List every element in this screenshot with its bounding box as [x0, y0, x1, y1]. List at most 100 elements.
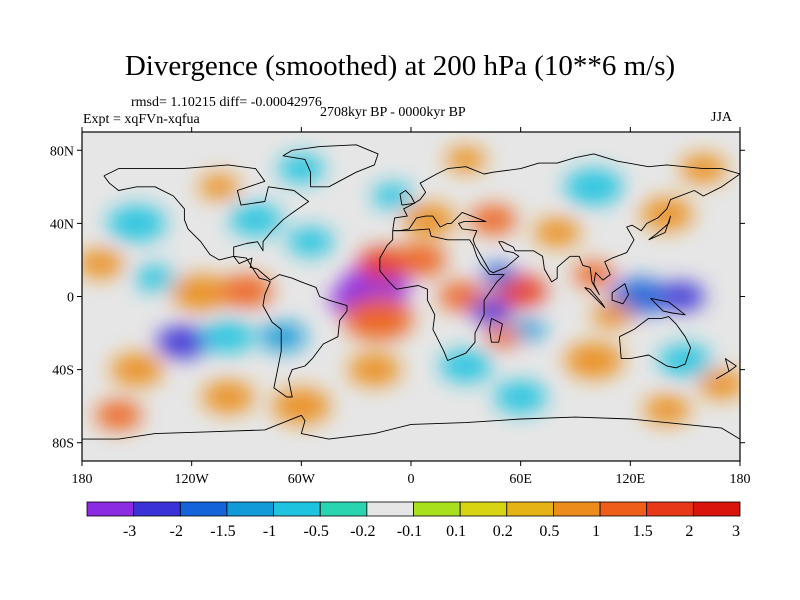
coastline-2: [379, 228, 505, 361]
field-anomaly-19: [156, 325, 209, 359]
field-anomaly-18: [134, 265, 176, 292]
colorbar-swatch-9: [506, 501, 554, 517]
field-anomaly-23: [287, 227, 334, 257]
colorbar-swatch-0: [86, 501, 135, 517]
x-tick-label-1: 120W: [175, 472, 210, 487]
colorbar-label-11: 1.5: [633, 523, 653, 540]
coastline-9: [648, 215, 671, 241]
colorbar-swatch-13: [692, 501, 741, 517]
x-tick-label-0: 180: [72, 472, 93, 487]
map-area: [82, 132, 740, 461]
field-anomaly-5: [343, 296, 414, 341]
coastline-11: [715, 358, 737, 380]
field-anomaly-44: [95, 400, 142, 430]
colorbar-label-4: -0.5: [304, 523, 329, 540]
experiment-label: Expt = xqFVn-xqfua: [83, 112, 200, 127]
colorbar-swatch-1: [133, 501, 181, 517]
colorbar-swatch-10: [553, 501, 601, 517]
colorbar-swatch-11: [599, 501, 648, 517]
field-anomaly-14: [591, 301, 633, 328]
colorbar-label-2: -1.5: [210, 523, 235, 540]
field-anomaly-31: [640, 197, 694, 231]
colorbar-swatch-2: [179, 501, 228, 517]
field-anomaly-3: [393, 243, 447, 277]
coastline-7: [650, 297, 686, 316]
colorbar-label-13: 3: [732, 523, 740, 540]
coastline-0: [103, 164, 348, 398]
field-anomaly-36: [348, 353, 401, 387]
field-anomaly-4: [438, 281, 486, 312]
coastline-5: [584, 286, 606, 308]
field-anomaly-21: [201, 320, 255, 354]
field-anomaly-45: [698, 369, 740, 399]
field-anomaly-16: [171, 274, 231, 312]
colorbar-label-5: -0.2: [350, 523, 375, 540]
field-anomaly-12: [658, 281, 705, 312]
colorbar-swatch-3: [226, 501, 274, 517]
y-tick-label-1: 40N: [50, 217, 74, 232]
coastline-3: [392, 153, 740, 296]
y-axis: 80N 40N 0 40S 80S: [50, 144, 745, 452]
field-anomaly-8: [470, 298, 512, 324]
colorbar-label-10: 1: [592, 523, 600, 540]
colorbar-label-9: 0.5: [539, 523, 559, 540]
colorbar-label-3: -1: [263, 523, 276, 540]
x-tick-label-6: 180: [730, 472, 751, 487]
colorbar-label-8: 0.2: [493, 523, 513, 540]
y-tick-label-0: 80N: [50, 144, 74, 159]
y-tick-label-4: 80S: [52, 437, 74, 452]
x-tick-label-2: 60W: [288, 472, 316, 487]
field-anomaly-34: [445, 146, 487, 173]
field-anomaly-25: [198, 174, 240, 200]
field-anomaly-26: [277, 153, 325, 184]
coastline-4: [618, 316, 692, 369]
y-tick-label-3: 40S: [52, 364, 74, 379]
coastlines: [82, 144, 740, 440]
plot-title: Divergence (smoothed) at 200 hPa (10**6 …: [124, 50, 676, 82]
colorbar-label-0: -3: [123, 523, 136, 540]
stats-label: rmsd= 1.10215 diff= -0.00042976: [131, 95, 322, 110]
field-anomaly-30: [533, 217, 581, 248]
y-tick-label-2: 0: [67, 291, 74, 306]
field-anomaly-24: [107, 205, 167, 242]
x-tick-label-5: 120E: [616, 472, 646, 487]
field-anomaly-42: [494, 380, 547, 414]
colorbar-label-1: -2: [170, 523, 183, 540]
coastline-6: [611, 283, 629, 305]
colorbar-label-7: 0.1: [446, 523, 466, 540]
coastline-12: [82, 414, 740, 440]
x-tick-label-4: 60E: [509, 472, 532, 487]
colorbar-swatch-8: [459, 501, 508, 517]
coastline-8: [489, 317, 503, 343]
field-anomaly-39: [658, 344, 712, 377]
colorbar: -3 -2 -1.5 -1 -0.5 -0.2 -0.1 0.1 0.2 0.5 1 1.5 2 3: [86, 501, 741, 540]
x-tick-label-3: 0: [408, 472, 415, 487]
coastline-1: [282, 144, 379, 188]
colorbar-swatch-7: [413, 501, 461, 517]
colorbar-swatch-12: [646, 501, 694, 517]
field-anomaly-38: [564, 342, 624, 379]
period-label: 2708kyr BP - 0000kyr BP: [320, 105, 466, 120]
colorbar-swatch-4: [273, 501, 321, 517]
field-anomaly-28: [372, 183, 414, 209]
field-anomaly-20: [259, 322, 307, 352]
field-anomaly-37: [439, 349, 493, 383]
field-anomaly-22: [229, 203, 282, 237]
x-axis: 180 120W 60W 0 60E 120E 180: [72, 127, 751, 487]
field-anomaly-29: [469, 205, 517, 235]
colorbar-label-6: -0.1: [397, 523, 422, 540]
field-anomaly-27: [402, 203, 456, 237]
season-label: JJA: [711, 110, 733, 125]
coastline-10: [399, 190, 416, 206]
field-anomaly-40: [201, 380, 255, 414]
field-anomaly-13: [573, 261, 615, 288]
colorbar-label-12: 2: [685, 523, 693, 540]
field-anomaly-15: [82, 248, 124, 279]
field-anomaly-35: [110, 353, 164, 387]
field-anomaly-32: [564, 168, 624, 206]
field-anomaly-43: [643, 395, 691, 425]
field-anomaly-17: [220, 274, 273, 308]
colorbar-swatch-6: [366, 501, 414, 517]
divergence-field: [82, 146, 740, 430]
